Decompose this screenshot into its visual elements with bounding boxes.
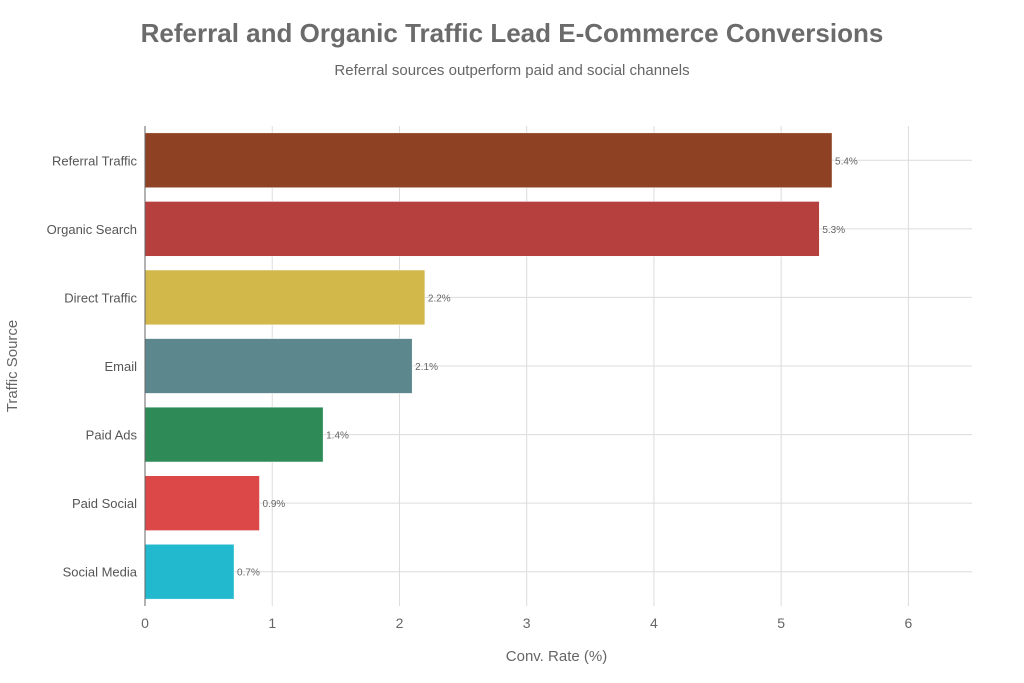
x-tick-label: 5 bbox=[777, 615, 785, 631]
bar bbox=[144, 338, 413, 394]
data-label: 1.4% bbox=[326, 431, 349, 442]
x-tick-label: 6 bbox=[904, 615, 912, 631]
bar bbox=[144, 475, 260, 531]
data-label: 0.9% bbox=[263, 499, 286, 510]
chart-title: Referral and Organic Traffic Lead E-Comm… bbox=[140, 18, 884, 48]
data-label: 5.3% bbox=[822, 225, 845, 236]
data-label: 2.1% bbox=[415, 362, 438, 373]
data-label: 0.7% bbox=[237, 568, 260, 579]
x-tick-label: 0 bbox=[141, 615, 149, 631]
y-tick-label: Social Media bbox=[63, 565, 138, 580]
x-tick-label: 2 bbox=[396, 615, 404, 631]
y-tick-label: Organic Search bbox=[47, 222, 137, 237]
y-tick-label: Paid Ads bbox=[86, 428, 138, 443]
data-label: 5.4% bbox=[835, 156, 858, 167]
data-label: 2.2% bbox=[428, 293, 451, 304]
bar bbox=[144, 544, 235, 600]
x-axis-title: Conv. Rate (%) bbox=[506, 648, 607, 665]
chart-subtitle: Referral sources outperform paid and soc… bbox=[334, 62, 690, 79]
x-tick-label: 3 bbox=[523, 615, 531, 631]
bar bbox=[144, 406, 324, 463]
bar bbox=[144, 132, 833, 188]
y-axis-title: Traffic Source bbox=[4, 320, 21, 413]
x-tick-label: 1 bbox=[268, 615, 276, 631]
bar bbox=[144, 269, 426, 326]
y-tick-label: Referral Traffic bbox=[52, 153, 138, 168]
x-tick-label: 4 bbox=[650, 615, 658, 631]
y-tick-label: Email bbox=[104, 359, 137, 374]
y-tick-label: Paid Social bbox=[72, 496, 137, 511]
bar bbox=[144, 201, 820, 257]
y-tick-label: Direct Traffic bbox=[64, 290, 137, 305]
